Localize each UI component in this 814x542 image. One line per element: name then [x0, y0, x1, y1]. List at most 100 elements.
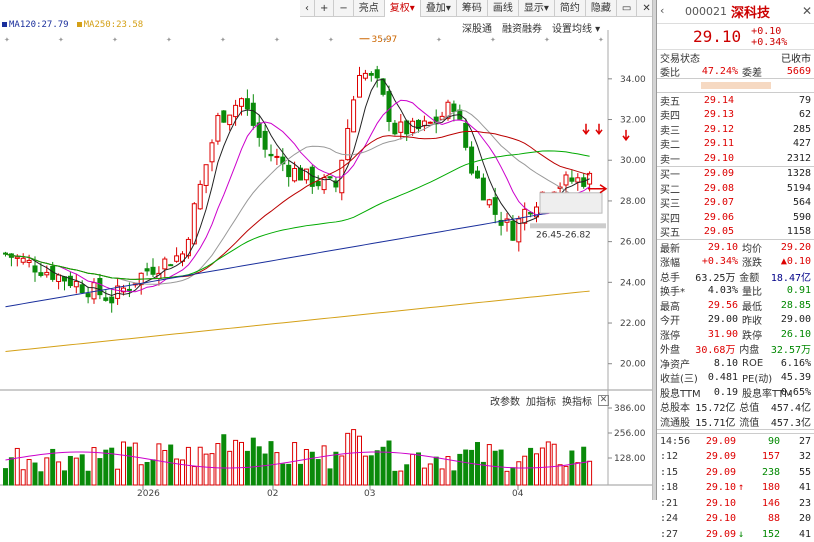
volume-bar — [369, 456, 373, 485]
candle-body — [210, 143, 214, 162]
volume-bar — [57, 462, 61, 485]
candle-body — [328, 177, 332, 178]
change-pct: +0.34% — [751, 37, 787, 48]
order-label: 卖三 — [660, 122, 694, 137]
candle-body — [493, 198, 497, 215]
volume-bar — [535, 454, 539, 485]
volume-bar — [51, 449, 55, 485]
stat-value: 26.10 — [776, 329, 811, 340]
volume-bar — [240, 442, 244, 485]
chart-link-2[interactable]: 设置均线 ▾ — [552, 20, 600, 35]
tick-count: 23 — [780, 498, 811, 509]
stat-value: 29.00 — [776, 314, 811, 325]
hide-button[interactable]: 隐藏 — [586, 0, 617, 17]
volume-bar — [245, 451, 249, 485]
order-price: 29.14 — [694, 95, 734, 106]
close-chart-button[interactable]: ✕ — [637, 0, 652, 17]
tick-price: 29.09 — [696, 436, 736, 447]
zoom-out-button[interactable]: − — [334, 0, 353, 17]
candle-body — [570, 178, 574, 181]
chart-link-0[interactable]: 深股通 — [462, 20, 492, 35]
adjust-dropdown-chevron-icon: ▾ — [410, 3, 415, 14]
volume-bar — [275, 453, 279, 485]
order-price: 29.05 — [694, 226, 734, 237]
candle-body — [393, 123, 397, 134]
candle-body — [251, 103, 255, 125]
highlight-button[interactable]: 亮点 — [354, 0, 385, 17]
volume-bar — [21, 470, 25, 485]
volume-bar — [352, 430, 356, 485]
chart-link-1[interactable]: 融资融券 — [502, 20, 542, 35]
zoom-in-button[interactable]: + — [315, 0, 334, 17]
volume-bar — [328, 469, 332, 485]
volume-bar — [340, 456, 344, 485]
candle-body — [33, 266, 37, 272]
volume-bar — [86, 471, 90, 485]
volume-bar — [104, 450, 108, 485]
volume-bar — [175, 459, 179, 485]
tick-volume: 88 — [746, 513, 780, 524]
indicator-bar: 改参数加指标换指标 ✕ — [490, 393, 609, 408]
window-icon[interactable]: ▭ — [617, 0, 637, 17]
order-volume: 1328 — [734, 168, 811, 179]
quote-panel: ‹ 000021 深科技 ✕ 29.10 +0.10 +0.34% 交易状态 已… — [656, 0, 814, 500]
tick-volume: 157 — [746, 451, 780, 462]
candle-body — [369, 74, 373, 76]
tick-count: 41 — [780, 482, 811, 493]
volume-bar — [558, 465, 562, 485]
nav-prev-button[interactable]: ‹ — [300, 0, 315, 17]
indicator-button-2[interactable]: 换指标 — [562, 393, 592, 408]
simple-button[interactable]: 简约 — [555, 0, 586, 17]
volume-bar — [287, 464, 291, 485]
volume-bar — [222, 435, 226, 485]
overlay-dropdown[interactable]: 叠加▾ — [421, 0, 457, 17]
order-label: 卖一 — [660, 151, 694, 166]
marker-dot: ✦ — [328, 36, 334, 44]
range-band — [530, 223, 606, 228]
candle-body — [564, 175, 568, 185]
volume-bar — [470, 450, 474, 485]
kline-chart-svg[interactable]: ✦✦✦✦✦✦✦✦✦✦✦✦34.0032.0030.0028.0026.0024.… — [0, 0, 652, 500]
indicator-button-0[interactable]: 改参数 — [490, 393, 520, 408]
stat-label: 涨停 — [660, 327, 698, 342]
candle-body — [464, 123, 468, 147]
chips-button[interactable]: 筹码 — [457, 0, 488, 17]
volume-bar — [181, 460, 185, 485]
volume-bar — [4, 469, 8, 485]
volume-bar — [417, 453, 421, 485]
chevron-left-icon[interactable]: ‹ — [660, 4, 664, 17]
stat-label: 换手* — [660, 283, 698, 298]
candle-body — [363, 73, 367, 78]
volume-bar — [322, 446, 326, 485]
y-tick-label: 26.00 — [620, 238, 646, 248]
volume-bar — [381, 447, 385, 485]
stat-label: 总值 — [735, 399, 771, 414]
candle-body — [228, 115, 232, 124]
stat-label: 流值 — [735, 414, 771, 429]
volume-bar — [74, 458, 78, 485]
indicator-button-1[interactable]: 加指标 — [526, 393, 556, 408]
close-icon[interactable]: ✕ — [802, 4, 812, 18]
close-indicator-icon[interactable]: ✕ — [598, 395, 609, 406]
stat-value: 8.10 — [698, 358, 738, 369]
marker-dot: ✦ — [490, 36, 496, 44]
candle-body — [511, 221, 515, 240]
volume-bar — [45, 458, 49, 485]
volume-bar — [263, 454, 267, 485]
volume-bar — [358, 436, 362, 485]
adjust-dropdown[interactable]: 复权▾ — [385, 0, 421, 17]
high-annotation: 35.97 — [372, 35, 398, 45]
draw-line-button[interactable]: 画线 — [488, 0, 519, 17]
display-dropdown[interactable]: 显示▾ — [519, 0, 555, 17]
volume-bar — [588, 461, 592, 485]
